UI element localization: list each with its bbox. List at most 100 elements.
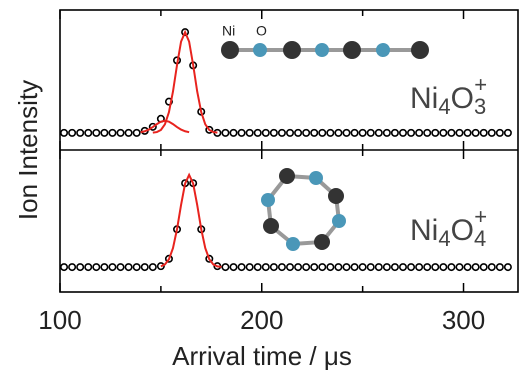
data-point	[335, 130, 341, 136]
data-point	[376, 264, 382, 270]
data-point	[416, 264, 422, 270]
data-point	[279, 130, 285, 136]
data-point	[61, 130, 67, 136]
atom-label: O	[256, 23, 267, 39]
data-point	[464, 264, 470, 270]
chain-molecule	[221, 41, 429, 59]
data-point	[448, 130, 454, 136]
data-point	[117, 130, 123, 136]
species-label-part: O	[451, 82, 474, 115]
data-point	[481, 264, 487, 270]
data-point	[133, 264, 139, 270]
x-tick-label: 300	[442, 305, 485, 335]
data-point	[303, 130, 309, 136]
data-point	[222, 130, 228, 136]
data-point	[125, 130, 131, 136]
data-point	[230, 264, 236, 270]
data-point	[472, 264, 478, 270]
data-point	[351, 264, 357, 270]
species-label-part: O	[451, 214, 474, 247]
data-point	[238, 264, 244, 270]
data-point	[368, 130, 374, 136]
data-point	[263, 130, 269, 136]
data-point	[246, 264, 252, 270]
data-point	[230, 130, 236, 136]
data-point	[238, 130, 244, 136]
data-point	[255, 264, 261, 270]
data-point	[343, 130, 349, 136]
data-point	[343, 264, 349, 270]
data-point	[368, 264, 374, 270]
data-point	[497, 130, 503, 136]
data-point	[424, 264, 430, 270]
data-point	[448, 264, 454, 270]
data-point	[287, 264, 293, 270]
data-point	[489, 264, 495, 270]
data-point	[408, 264, 414, 270]
data-point	[125, 264, 131, 270]
data-point	[303, 264, 309, 270]
species-label-part: 4	[438, 94, 450, 119]
data-point	[263, 264, 269, 270]
species-label-part: +	[474, 72, 487, 97]
data-point	[295, 130, 301, 136]
data-point	[77, 130, 83, 136]
data-point	[61, 264, 67, 270]
atom-label: Ni	[222, 23, 235, 39]
species-label-part: 3	[474, 94, 486, 119]
data-point	[295, 264, 301, 270]
data-point	[271, 264, 277, 270]
data-point	[351, 130, 357, 136]
data-point	[109, 130, 115, 136]
data-point	[222, 264, 228, 270]
data-point	[327, 264, 333, 270]
data-point	[287, 130, 293, 136]
species-label-part: Ni	[410, 82, 438, 115]
data-point	[311, 130, 317, 136]
data-point	[497, 264, 503, 270]
data-point	[472, 130, 478, 136]
data-point	[335, 264, 341, 270]
data-point	[416, 130, 422, 136]
species-label-part: 4	[474, 226, 486, 251]
data-point	[376, 130, 382, 136]
data-point	[311, 264, 317, 270]
data-point	[93, 130, 99, 136]
data-point	[489, 130, 495, 136]
data-point	[133, 130, 139, 136]
x-tick-label: 200	[240, 305, 283, 335]
species-label: Ni4O3+	[410, 72, 487, 119]
data-point	[69, 130, 75, 136]
data-point	[432, 264, 438, 270]
data-point	[69, 264, 75, 270]
data-point	[255, 130, 261, 136]
data-point	[400, 264, 406, 270]
data-point	[85, 264, 91, 270]
data-point	[93, 264, 99, 270]
data-point	[408, 130, 414, 136]
data-point	[271, 130, 277, 136]
data-point	[505, 264, 511, 270]
ring-molecule	[261, 168, 346, 251]
species-label-part: 4	[438, 226, 450, 251]
data-point	[246, 130, 252, 136]
data-point	[101, 264, 107, 270]
species-label-part: Ni	[410, 214, 438, 247]
species-label-part: +	[474, 204, 487, 229]
x-tick-label: 100	[38, 305, 81, 335]
data-point	[85, 130, 91, 136]
data-point	[117, 264, 123, 270]
data-point	[400, 130, 406, 136]
x-axis-label: Arrival time / μs	[172, 341, 352, 371]
data-point	[481, 130, 487, 136]
data-point	[109, 264, 115, 270]
data-point	[101, 130, 107, 136]
data-point	[424, 130, 430, 136]
y-axis-label: Ion Intensity	[13, 80, 43, 220]
data-point	[359, 264, 365, 270]
data-point	[392, 264, 398, 270]
data-point	[440, 264, 446, 270]
data-point	[327, 130, 333, 136]
data-point	[384, 130, 390, 136]
fit-line	[161, 175, 222, 267]
